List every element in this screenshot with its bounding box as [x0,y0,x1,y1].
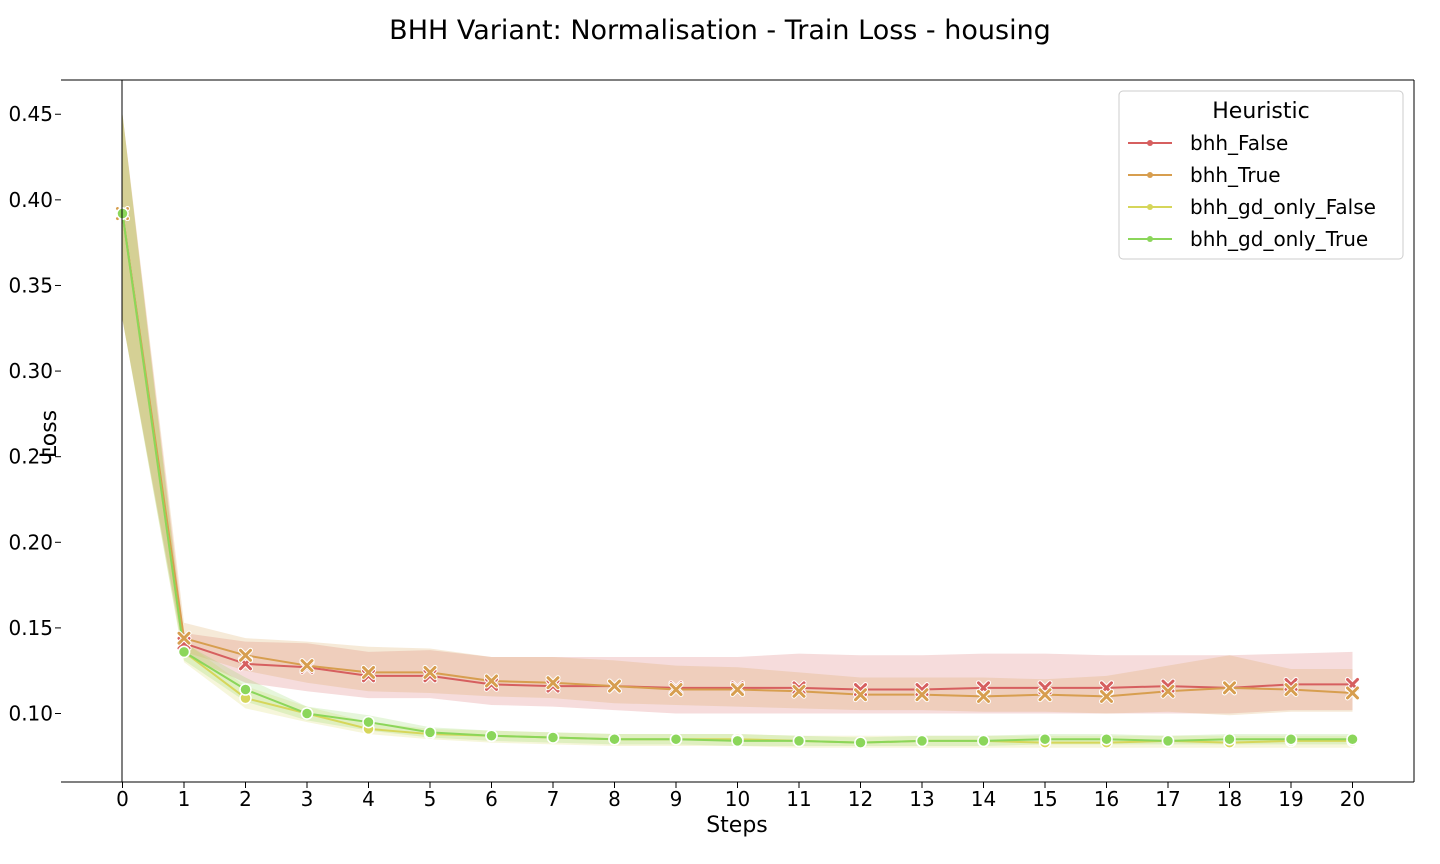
marker-bhh_True-5 [423,665,437,679]
legend-items: bhh_False bhh_True bhh_gd_only_False bhh_gd… [1128,131,1376,251]
legend-box [1118,90,1404,260]
marker-bhh_gd_only_True-6 [485,729,498,743]
x-tick-label-20: 20 [1340,787,1365,811]
marker-bhh_True-16 [1100,689,1113,703]
marker-bhh_True-1 [177,631,191,645]
y-tick-label-0.30: 0.30 [8,359,53,383]
legend-label-bhh_True: bhh_True [1190,163,1281,187]
marker-bhh_True-3 [300,659,314,673]
x-tick-label-4: 4 [362,787,375,811]
marker-bhh_gd_only_True-1 [177,645,191,659]
marker-bhh_True-2 [239,648,252,662]
legend-marker-bhh_True [1147,172,1153,178]
x-tick-label-18: 18 [1217,787,1242,811]
x-axis-title: Steps [706,813,768,838]
legend-marker-bhh_gd_only_True [1147,236,1153,242]
marker-bhh_gd_only_True-18 [1223,732,1236,746]
y-tick-label-0.10: 0.10 [8,702,53,726]
plot-frame [61,79,1415,783]
legend-label-bhh_gd_only_True: bhh_gd_only_True [1190,227,1368,251]
y-tick-label-0.15: 0.15 [8,616,53,640]
marker-bhh_gd_only_True-19 [1284,732,1298,746]
marker-bhh_True-20 [1346,686,1359,700]
y-tick-label-0.45: 0.45 [8,102,53,126]
legend: Heuristic bhh_False bhh_True bhh_gd_only_F… [1118,90,1404,260]
x-tick-label-5: 5 [424,787,437,811]
marker-bhh_gd_only_True-3 [300,707,314,720]
x-tick-label-2: 2 [239,787,252,811]
y-tick-label-0.40: 0.40 [8,188,53,212]
x-axis-ticks: 0 1 2 3 4 5 6 7 8 9 10 11 12 13 14 15 16 17 18 19 20 [116,782,1365,811]
x-tick-label-12: 12 [848,787,873,811]
marker-bhh_True-9 [669,683,683,697]
line-bhh_True [121,213,1353,698]
marker-bhh_gd_only_True-13 [915,734,929,748]
marker-bhh_True-4 [362,665,375,679]
marker-bhh_True-7 [546,676,560,690]
marker-bhh_True-13 [915,688,929,702]
x-tick-label-9: 9 [670,787,683,811]
x-tick-label-17: 17 [1155,787,1180,811]
marker-bhh_gd_only_True-15 [1038,732,1052,746]
series-markers [115,206,1360,749]
y-tick-label-0.20: 0.20 [8,530,53,554]
marker-bhh_True-18 [1223,681,1236,695]
x-tick-label-16: 16 [1094,787,1119,811]
marker-bhh_gd_only_True-8 [608,732,621,746]
legend-title: Heuristic [1212,99,1309,124]
legend-item-bhh_True: bhh_True [1128,163,1281,187]
marker-bhh_True-10 [731,683,744,697]
x-tick-label-7: 7 [547,787,560,811]
x-tick-label-3: 3 [301,787,314,811]
y-tick-label-0.25: 0.25 [8,445,53,469]
marker-bhh_gd_only_True-9 [669,732,683,746]
x-tick-label-14: 14 [971,787,996,811]
x-tick-label-13: 13 [909,787,934,811]
marker-bhh_True-19 [1284,683,1298,697]
marker-bhh_gd_only_True-5 [423,726,437,739]
marker-bhh_True-8 [608,679,621,693]
x-tick-label-1: 1 [178,787,191,811]
line-bhh_False [121,213,1353,691]
y-axis-title: Loss [37,410,62,458]
marker-bhh_gd_only_True-10 [731,734,744,748]
x-tick-label-6: 6 [485,787,498,811]
legend-item-bhh_gd_only_True: bhh_gd_only_True [1128,227,1368,251]
y-tick-label-0.35: 0.35 [8,273,53,297]
marker-bhh_gd_only_True-7 [546,731,560,744]
x-tick-label-15: 15 [1032,787,1057,811]
marker-bhh_gd_only_True-2 [239,683,252,696]
legend-marker-bhh_False [1147,140,1153,146]
marker-bhh_gd_only_True-20 [1346,732,1359,746]
x-tick-label-10: 10 [725,787,750,811]
marker-bhh_gd_only_True-12 [854,736,867,749]
marker-bhh_gd_only_True-17 [1161,734,1175,748]
y-axis-ticks: 0.10 0.15 0.20 0.25 0.30 0.35 0.40 0.45 [8,102,61,726]
x-tick-label-0: 0 [116,787,129,811]
legend-item-bhh_False: bhh_False [1128,131,1288,155]
legend-marker-bhh_gd_only_False [1147,204,1153,210]
legend-label-bhh_False: bhh_False [1190,131,1288,155]
marker-bhh_gd_only_True-11 [792,734,806,748]
marker-bhh_True-11 [792,684,806,698]
x-tick-label-11: 11 [786,787,811,811]
marker-bhh_True-12 [854,688,867,702]
band-bhh_gd_only_True [122,114,1353,747]
marker-bhh_gd_only_True-4 [362,715,375,729]
legend-label-bhh_gd_only_False: bhh_gd_only_False [1190,195,1376,219]
chart-title: BHH Variant: Normalisation - Train Loss … [389,15,1051,46]
marker-bhh_True-6 [485,674,498,688]
marker-bhh_True-14 [977,689,990,703]
x-tick-label-8: 8 [608,787,621,811]
marker-bhh_True-15 [1038,688,1052,702]
marker-bhh_gd_only_True-14 [977,734,990,748]
legend-item-bhh_gd_only_False: bhh_gd_only_False [1128,195,1376,219]
x-tick-label-19: 19 [1278,787,1303,811]
marker-bhh_True-17 [1161,684,1175,698]
marker-bhh_gd_only_True-16 [1100,732,1113,746]
